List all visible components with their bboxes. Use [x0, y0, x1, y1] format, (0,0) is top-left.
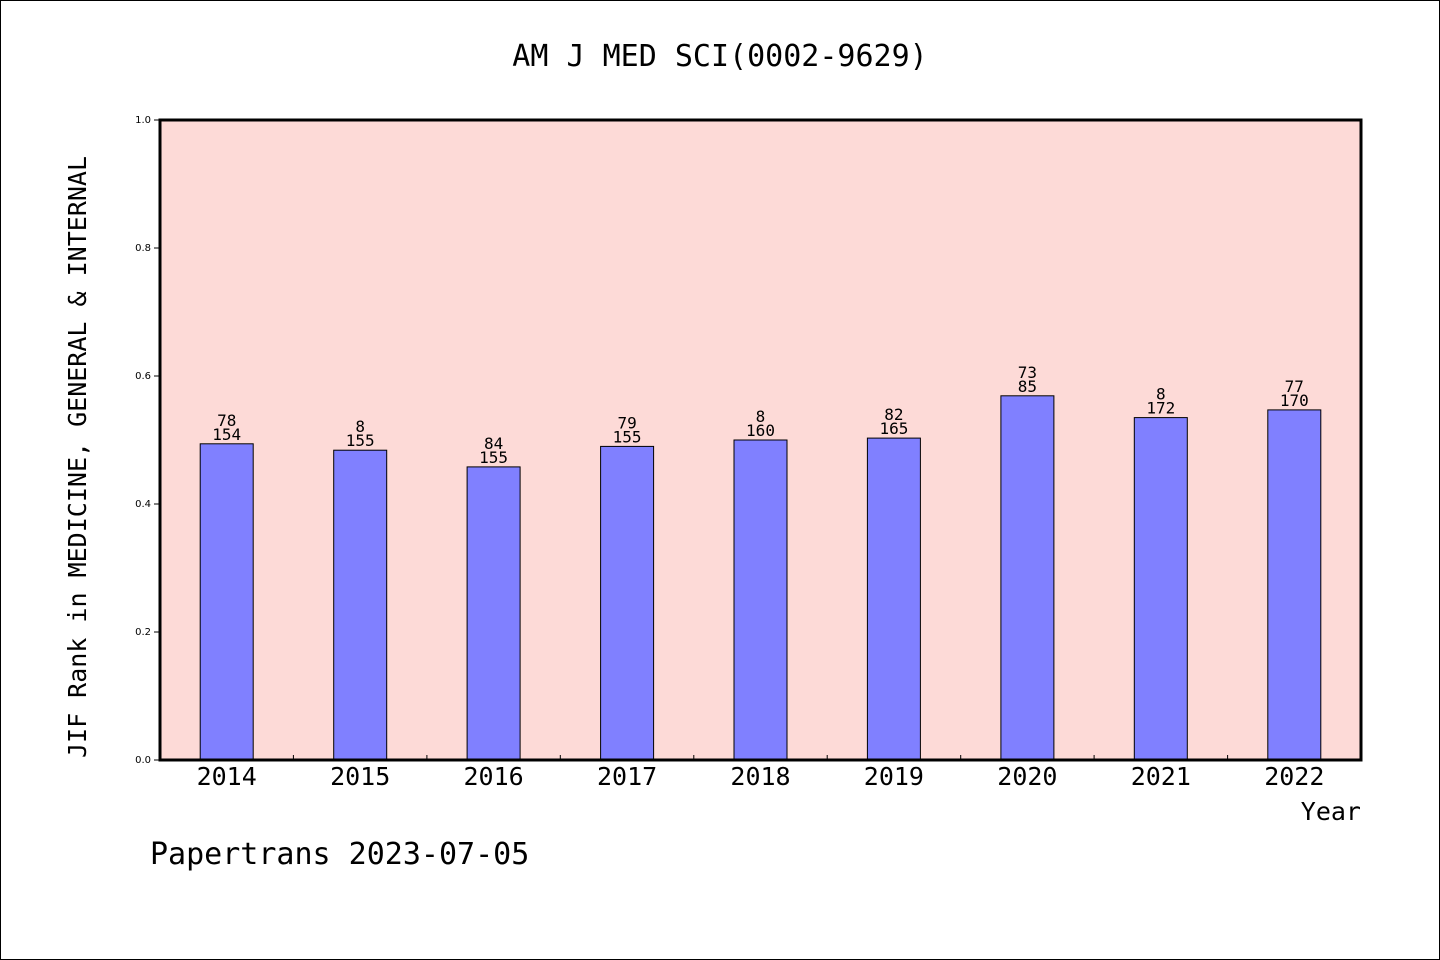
y-axis-ticks: 0.0 0.2 0.4 0.6 0.8 1.0 [135, 115, 160, 766]
y-tick-label-0.4: 0.4 [135, 499, 151, 510]
bar-2014 [199, 443, 254, 761]
bar-label-bottom-2016: 155 [479, 448, 508, 467]
bar-2019 [866, 437, 921, 761]
x-tick-label-2021: 2021 [1131, 762, 1191, 791]
bar-label-top-2017: 79 [617, 413, 636, 432]
x-tick-label-2015: 2015 [330, 762, 390, 791]
bar-2022 [1267, 409, 1322, 761]
y-axis-label: JIF Rank in MEDICINE, GENERAL & INTERNAL [63, 156, 92, 758]
y-tick-label-1.0: 1.0 [135, 115, 151, 126]
bar-label-top-2015: 8 [355, 417, 365, 436]
footer-credit: Papertrans 2023-07-05 [150, 837, 529, 872]
y-tick-label-0.8: 0.8 [135, 243, 151, 254]
bar-label-top-2022: 77 [1285, 377, 1304, 396]
bar-label-bottom-2020: 85 [1018, 377, 1037, 396]
y-tick-label-0.0: 0.0 [135, 755, 151, 766]
x-tick-label-2022: 2022 [1264, 762, 1324, 791]
bar-label-bottom-2022: 170 [1280, 391, 1309, 410]
bar-label-bottom-2021: 172 [1146, 399, 1175, 418]
bar-label-top-2016: 84 [484, 434, 503, 453]
bar-label-top-2014: 78 [217, 411, 236, 430]
y-tick-label-0.2: 0.2 [135, 627, 151, 638]
bars-group [199, 395, 1322, 761]
plot-border [158, 118, 1363, 762]
x-tick-label-2019: 2019 [864, 762, 924, 791]
x-tick-label-2016: 2016 [463, 762, 523, 791]
bar-label-top-2020: 73 [1018, 363, 1037, 382]
bar-2021 [1133, 417, 1188, 761]
bar-2020 [1000, 395, 1055, 761]
bar-label-bottom-2014: 154 [212, 425, 241, 444]
bar-label-top-2018: 8 [756, 407, 766, 426]
bar-2016 [466, 466, 521, 761]
bar-label-top-2021: 8 [1156, 385, 1166, 404]
chart-title: AM J MED SCI(0002-9629) [512, 39, 927, 74]
x-tick-label-2018: 2018 [730, 762, 790, 791]
x-axis-ticks: 2014 2015 2016 2017 2018 2019 2020 2021 2022 [197, 755, 1324, 791]
bar-label-bottom-2018: 160 [746, 421, 775, 440]
bar-label-bottom-2019: 165 [879, 419, 908, 438]
x-axis-label: Year [1301, 797, 1361, 826]
x-tick-label-2020: 2020 [997, 762, 1057, 791]
bar-2015 [333, 449, 388, 761]
bar-2018 [733, 439, 788, 761]
bar-label-top-2019: 82 [884, 405, 903, 424]
bar-label-bottom-2015: 155 [346, 431, 375, 450]
x-tick-label-2017: 2017 [597, 762, 657, 791]
y-tick-label-0.6: 0.6 [135, 371, 151, 382]
bar-2017 [600, 445, 655, 761]
x-tick-label-2014: 2014 [197, 762, 257, 791]
bar-label-bottom-2017: 155 [613, 427, 642, 446]
